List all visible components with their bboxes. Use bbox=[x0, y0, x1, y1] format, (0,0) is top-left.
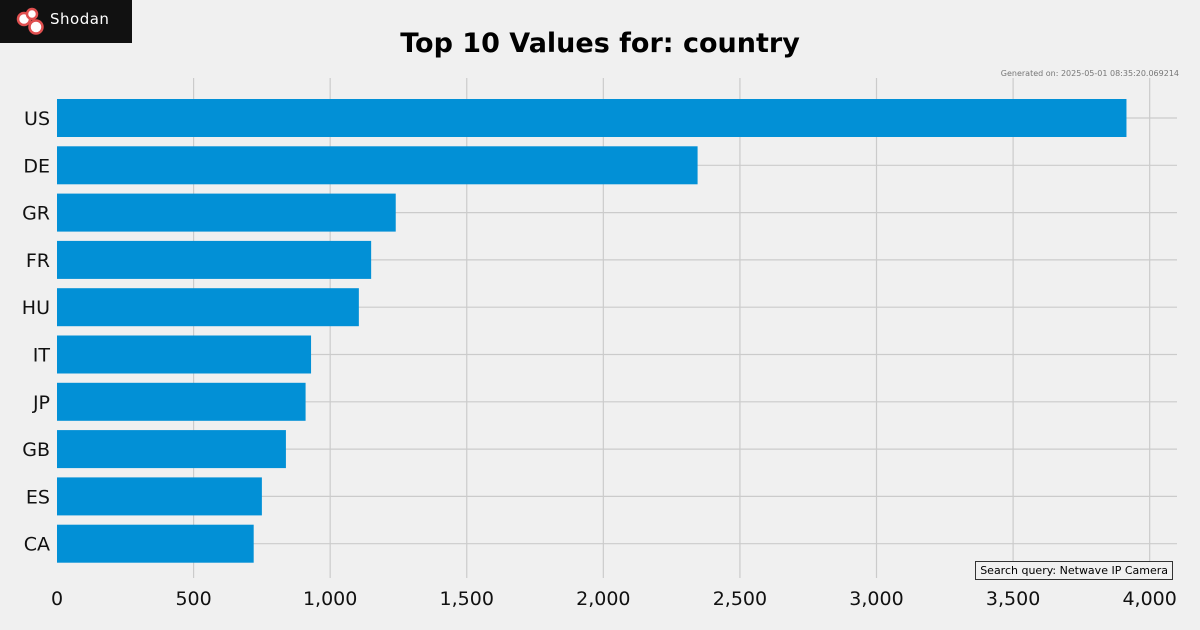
y-tick-label: DE bbox=[23, 155, 50, 177]
y-tick-label: US bbox=[24, 108, 50, 130]
logo-text: Shodan bbox=[50, 10, 110, 28]
y-tick-label: HU bbox=[22, 297, 50, 319]
bar-de bbox=[57, 146, 698, 185]
shodan-logo-icon bbox=[16, 7, 44, 35]
search-query-box: Search query: Netwave IP Camera bbox=[975, 561, 1173, 580]
y-tick-label: FR bbox=[26, 250, 50, 272]
bar-fr bbox=[57, 240, 372, 279]
x-tick-label: 2,500 bbox=[713, 588, 767, 610]
bar-gr bbox=[57, 193, 396, 232]
x-tick-label: 500 bbox=[175, 588, 211, 610]
x-tick-label: 1,500 bbox=[440, 588, 494, 610]
bar-jp bbox=[57, 382, 306, 421]
y-tick-label: JP bbox=[32, 392, 50, 414]
bar-es bbox=[57, 477, 262, 516]
x-tick-label: 3,500 bbox=[986, 588, 1040, 610]
y-tick-label: CA bbox=[24, 534, 50, 556]
x-tick-label: 1,000 bbox=[303, 588, 357, 610]
bar-gb bbox=[57, 430, 286, 469]
x-tick-label: 2,000 bbox=[576, 588, 630, 610]
x-tick-label: 3,000 bbox=[849, 588, 903, 610]
generated-timestamp: Generated on: 2025-05-01 08:35:20.069214 bbox=[1000, 69, 1179, 78]
bar-us bbox=[57, 99, 1127, 137]
y-tick-label: ES bbox=[26, 486, 50, 508]
bar-it bbox=[57, 335, 312, 374]
x-tick-label: 0 bbox=[51, 588, 63, 610]
shodan-logo: Shodan bbox=[0, 0, 132, 43]
x-tick-label: 4,000 bbox=[1122, 588, 1176, 610]
chart-title: Top 10 Values for: country bbox=[400, 28, 800, 59]
bar-ca bbox=[57, 524, 254, 563]
y-tick-label: IT bbox=[33, 345, 51, 367]
y-tick-label: GB bbox=[22, 439, 50, 461]
bar-hu bbox=[57, 288, 359, 327]
y-tick-label: GR bbox=[22, 203, 50, 225]
